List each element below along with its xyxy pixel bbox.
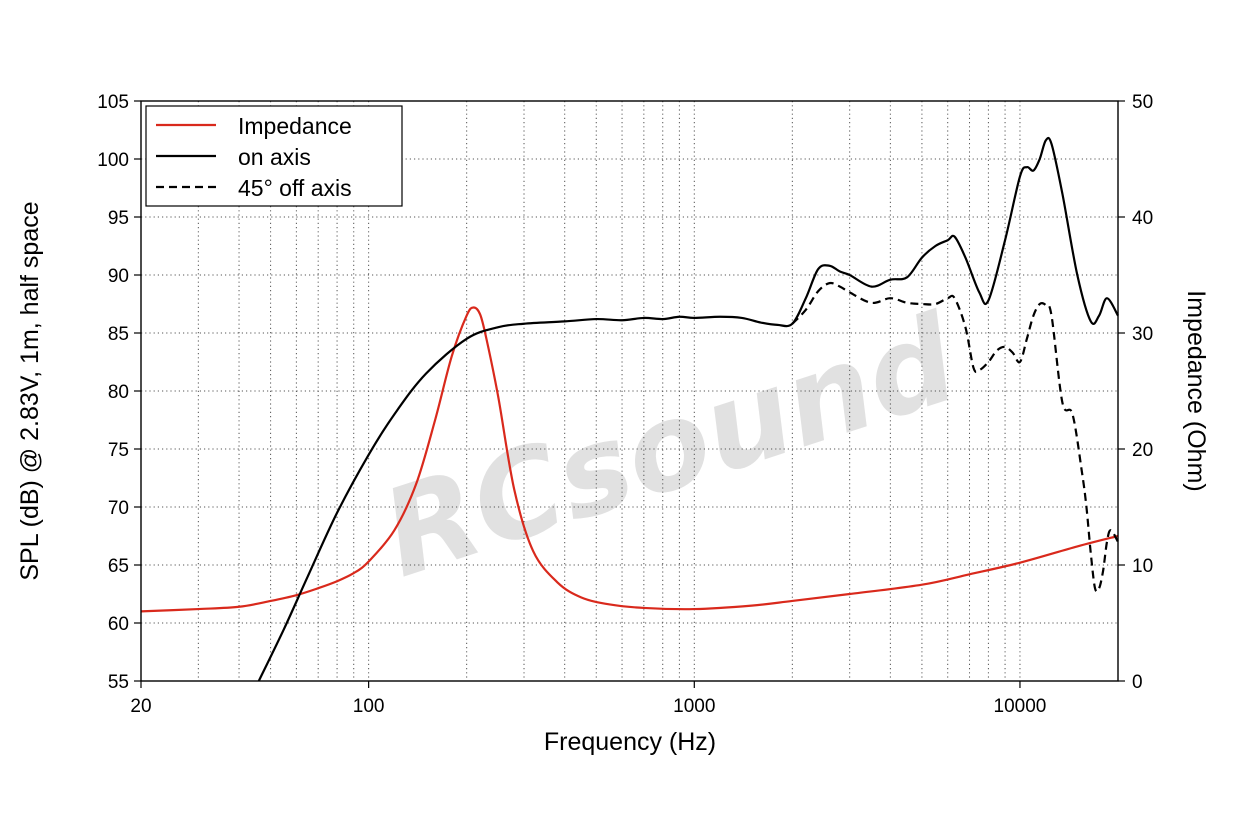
y2-tick-label: 40 (1132, 208, 1153, 229)
axis-ticks: 55 60 65 70 75 80 85 90 95 100 105 0 10 20 30 40 50 20 100… (97, 92, 1153, 717)
y2-tick-label: 20 (1132, 440, 1153, 461)
legend-label-on-axis: on axis (238, 144, 311, 170)
y-tick-label: 95 (108, 208, 129, 229)
y-tick-label: 65 (108, 556, 129, 577)
x-axis-title: Frequency (Hz) (544, 728, 716, 756)
x-tick-label: 1000 (673, 696, 715, 717)
y-tick-label: 90 (108, 266, 129, 287)
x-tick-label: 100 (353, 696, 385, 717)
y2-axis-title: Impedance (Ohm) (1182, 290, 1210, 491)
y-tick-label: 80 (108, 382, 129, 403)
x-tick-label: 20 (130, 696, 151, 717)
impedance-curve (140, 306, 1119, 613)
y2-tick-label: 50 (1132, 92, 1153, 113)
y-tick-label: 70 (108, 498, 129, 519)
y2-tick-label: 0 (1132, 672, 1143, 693)
legend-label-impedance: Impedance (238, 113, 352, 139)
legend-label-off-axis: 45° off axis (238, 175, 352, 201)
x-tick-label: 10000 (994, 696, 1047, 717)
on-axis-curve (257, 136, 1119, 682)
data-curves (140, 136, 1119, 682)
y-tick-label: 55 (108, 672, 129, 693)
y-tick-label: 75 (108, 440, 129, 461)
y-tick-label: 100 (97, 150, 129, 171)
y-tick-label: 60 (108, 614, 129, 635)
y-axis-title: SPL (dB) @ 2.83V, 1m, half space (16, 201, 44, 580)
y-tick-label: 105 (97, 92, 129, 113)
y-tick-label: 85 (108, 324, 129, 345)
y2-tick-label: 30 (1132, 324, 1153, 345)
y2-tick-label: 10 (1132, 556, 1153, 577)
legend: Impedance on axis 45° off axis (145, 105, 403, 207)
